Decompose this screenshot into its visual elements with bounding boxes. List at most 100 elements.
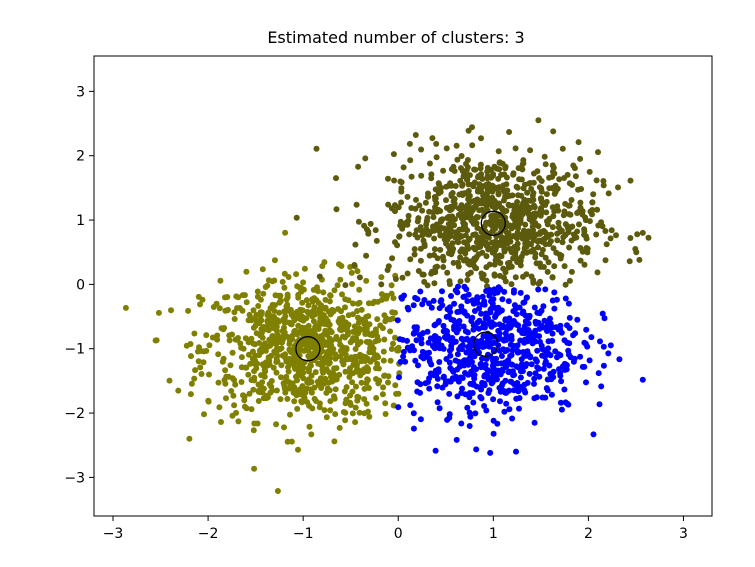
data-point-cluster-1 bbox=[303, 297, 310, 304]
data-point-cluster-1 bbox=[282, 351, 289, 358]
data-point-cluster-1 bbox=[348, 356, 355, 363]
data-point-cluster-1 bbox=[389, 309, 396, 316]
data-point-cluster-2 bbox=[571, 235, 578, 241]
data-point-cluster-1 bbox=[282, 229, 289, 236]
data-point-cluster-2 bbox=[457, 278, 464, 285]
data-point-cluster-3 bbox=[539, 352, 546, 359]
data-point-cluster-3 bbox=[428, 304, 435, 311]
data-point-cluster-1 bbox=[315, 381, 322, 388]
data-point-cluster-3 bbox=[502, 317, 509, 324]
data-point-cluster-1 bbox=[298, 399, 305, 406]
data-point-cluster-3 bbox=[467, 413, 474, 420]
data-point-cluster-2 bbox=[519, 166, 526, 173]
data-point-cluster-1 bbox=[388, 290, 395, 297]
data-point-cluster-1 bbox=[342, 351, 349, 358]
data-point-cluster-1 bbox=[215, 379, 222, 386]
data-point-cluster-3 bbox=[566, 314, 573, 321]
data-point-cluster-2 bbox=[492, 225, 498, 232]
data-point-cluster-1 bbox=[295, 446, 301, 453]
data-point-cluster-2 bbox=[549, 274, 556, 281]
data-point-cluster-2 bbox=[577, 199, 584, 206]
data-point-cluster-1 bbox=[352, 404, 359, 411]
centroid-marker-2 bbox=[480, 210, 506, 236]
data-point-cluster-3 bbox=[557, 372, 564, 379]
data-point-cluster-2 bbox=[385, 175, 391, 182]
data-point-cluster-2 bbox=[431, 280, 438, 287]
data-point-cluster-2 bbox=[521, 246, 528, 252]
data-point-cluster-1 bbox=[299, 383, 306, 390]
data-point-cluster-3 bbox=[516, 395, 523, 401]
data-point-cluster-2 bbox=[530, 179, 537, 186]
data-point-cluster-2 bbox=[356, 274, 363, 281]
data-point-cluster-3 bbox=[503, 400, 510, 407]
data-point-cluster-1 bbox=[380, 384, 387, 391]
data-point-cluster-1 bbox=[319, 366, 326, 373]
data-point-cluster-1 bbox=[327, 407, 334, 414]
data-point-cluster-3 bbox=[500, 346, 507, 353]
data-point-cluster-3 bbox=[529, 340, 536, 347]
data-point-cluster-2 bbox=[293, 214, 300, 221]
data-point-cluster-2 bbox=[512, 274, 519, 281]
data-point-cluster-2 bbox=[500, 265, 507, 272]
data-point-cluster-3 bbox=[480, 333, 487, 340]
data-point-cluster-2 bbox=[493, 239, 500, 245]
data-point-cluster-2 bbox=[391, 177, 398, 184]
data-point-cluster-2 bbox=[607, 235, 614, 242]
data-point-cluster-2 bbox=[472, 220, 479, 227]
data-point-cluster-1 bbox=[235, 418, 242, 425]
data-point-cluster-2 bbox=[535, 244, 541, 251]
data-point-cluster-1 bbox=[250, 307, 257, 314]
data-point-cluster-1 bbox=[364, 376, 371, 383]
data-point-cluster-3 bbox=[508, 378, 515, 385]
data-point-cluster-1 bbox=[278, 362, 285, 369]
data-point-cluster-1 bbox=[198, 371, 205, 377]
data-point-cluster-1 bbox=[349, 281, 355, 287]
data-point-cluster-3 bbox=[548, 373, 555, 380]
data-point-cluster-1 bbox=[269, 278, 276, 285]
data-point-cluster-3 bbox=[426, 385, 433, 392]
data-point-cluster-2 bbox=[491, 197, 498, 204]
data-point-cluster-1 bbox=[277, 339, 284, 345]
data-point-cluster-3 bbox=[574, 316, 581, 323]
data-point-cluster-2 bbox=[566, 180, 573, 187]
data-point-cluster-1 bbox=[229, 331, 235, 338]
data-point-cluster-1 bbox=[257, 309, 264, 316]
data-point-cluster-2 bbox=[437, 246, 444, 253]
data-point-cluster-3 bbox=[538, 307, 545, 314]
data-point-cluster-2 bbox=[470, 231, 477, 238]
data-point-cluster-2 bbox=[608, 227, 615, 234]
data-point-cluster-1 bbox=[321, 259, 328, 266]
data-point-cluster-1 bbox=[354, 361, 360, 368]
data-point-cluster-3 bbox=[410, 302, 417, 309]
data-point-cluster-1 bbox=[191, 375, 198, 382]
data-point-cluster-1 bbox=[284, 395, 291, 402]
data-point-cluster-2 bbox=[396, 233, 403, 240]
data-point-cluster-3 bbox=[486, 387, 493, 394]
data-point-cluster-3 bbox=[415, 362, 421, 369]
data-point-cluster-2 bbox=[568, 197, 575, 203]
data-point-cluster-3 bbox=[502, 377, 509, 384]
data-point-cluster-1 bbox=[336, 371, 343, 378]
data-point-cluster-1 bbox=[354, 325, 361, 332]
data-point-cluster-1 bbox=[264, 362, 271, 369]
data-point-cluster-2 bbox=[590, 191, 597, 198]
data-point-cluster-1 bbox=[235, 335, 241, 341]
data-point-cluster-2 bbox=[537, 229, 544, 236]
data-point-cluster-3 bbox=[531, 395, 538, 402]
data-point-cluster-1 bbox=[330, 308, 337, 315]
data-point-cluster-1 bbox=[252, 341, 258, 348]
data-point-cluster-1 bbox=[268, 378, 275, 384]
data-point-cluster-3 bbox=[558, 378, 565, 385]
data-point-cluster-2 bbox=[465, 271, 472, 278]
data-point-cluster-3 bbox=[509, 361, 516, 368]
data-point-cluster-2 bbox=[415, 268, 422, 274]
data-point-cluster-3 bbox=[526, 370, 533, 377]
data-point-cluster-3 bbox=[489, 304, 496, 311]
data-point-cluster-3 bbox=[566, 340, 573, 347]
data-point-cluster-2 bbox=[398, 188, 405, 195]
data-point-cluster-1 bbox=[221, 377, 228, 383]
data-point-cluster-3 bbox=[485, 341, 492, 348]
data-point-cluster-3 bbox=[588, 334, 595, 341]
data-point-cluster-3 bbox=[498, 353, 505, 359]
data-point-cluster-1 bbox=[304, 308, 311, 315]
